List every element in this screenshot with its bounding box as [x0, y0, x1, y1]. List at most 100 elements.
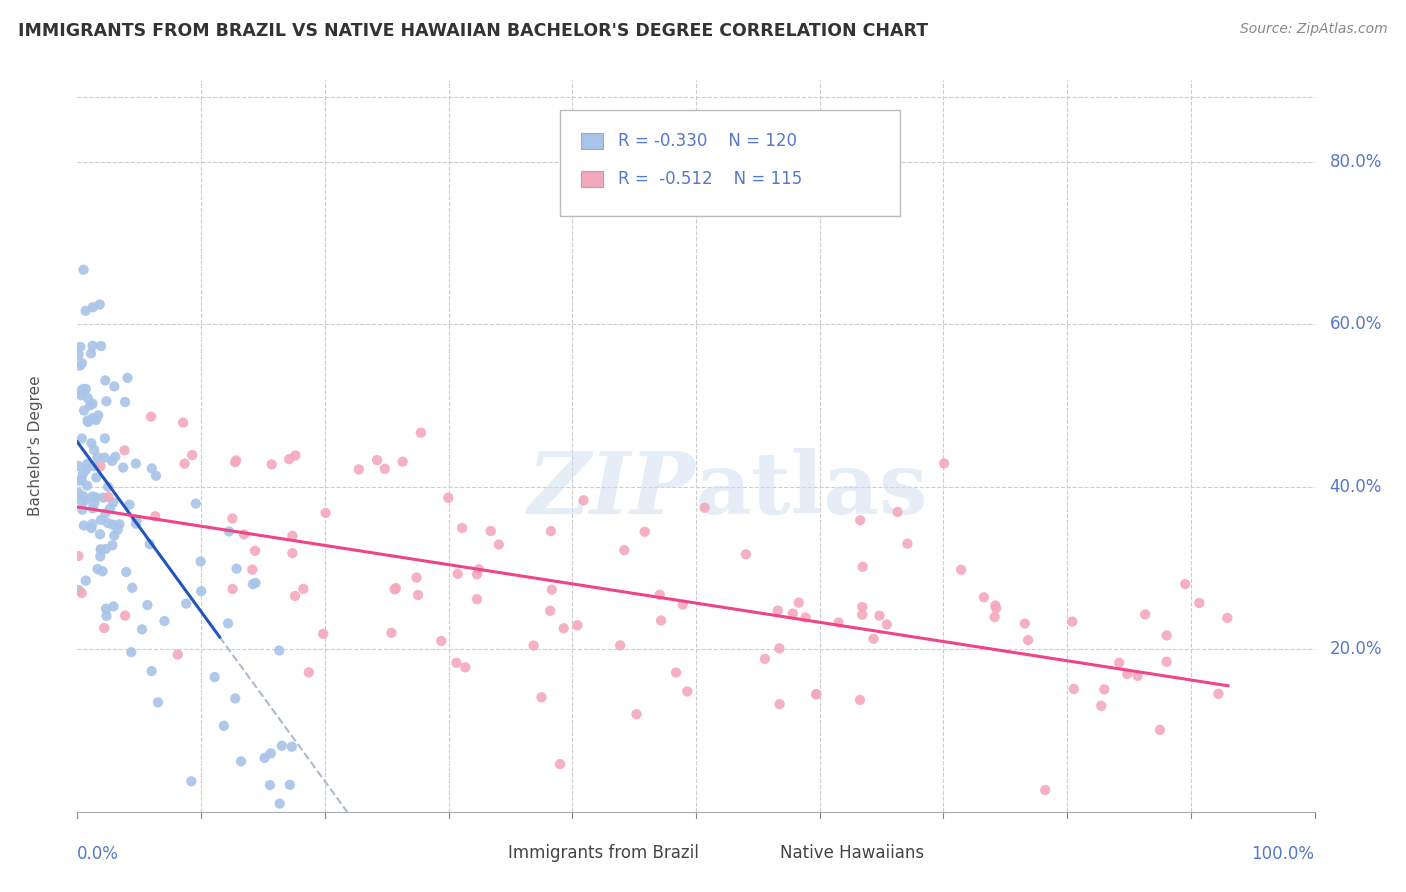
- Point: [125, 457, 148, 471]
- Point: [84, 470, 107, 484]
- Point: [181, 448, 204, 462]
- Point: [1208, 687, 1230, 701]
- Point: [94, 431, 117, 445]
- Point: [754, 652, 776, 666]
- Point: [530, 690, 553, 705]
- Point: [626, 707, 648, 722]
- Point: [94, 506, 117, 520]
- Point: [1149, 723, 1171, 737]
- Point: [391, 455, 413, 469]
- Point: [79, 398, 101, 412]
- Point: [1092, 682, 1115, 697]
- Point: [984, 599, 1007, 613]
- Point: [98, 501, 121, 516]
- Point: [72, 467, 94, 481]
- Point: [447, 566, 470, 581]
- Point: [93, 450, 115, 465]
- Point: [281, 546, 304, 560]
- Point: [1090, 698, 1112, 713]
- Point: [173, 457, 195, 471]
- Point: [84, 413, 107, 427]
- Bar: [474, 845, 501, 861]
- Point: [67, 582, 90, 597]
- Point: [242, 577, 264, 591]
- Point: [804, 687, 827, 701]
- Point: [538, 604, 561, 618]
- Point: [90, 339, 112, 353]
- Point: [72, 489, 94, 503]
- Point: [103, 495, 125, 509]
- Point: [932, 457, 955, 471]
- Point: [75, 303, 97, 318]
- Point: [782, 607, 804, 621]
- Point: [1133, 607, 1156, 622]
- Point: [540, 524, 562, 538]
- Point: [281, 739, 304, 754]
- Point: [224, 691, 246, 706]
- Point: [75, 493, 97, 508]
- Point: [1014, 616, 1036, 631]
- Point: [950, 563, 973, 577]
- Point: [120, 645, 142, 659]
- Point: [143, 509, 166, 524]
- Point: [67, 348, 90, 362]
- Text: Bachelor's Degree: Bachelor's Degree: [28, 376, 42, 516]
- Point: [89, 459, 111, 474]
- Point: [104, 450, 127, 464]
- Point: [86, 450, 108, 465]
- Point: [70, 586, 93, 600]
- Point: [648, 588, 671, 602]
- Point: [108, 517, 131, 532]
- Point: [806, 687, 828, 701]
- Point: [75, 574, 97, 588]
- Point: [89, 527, 111, 541]
- Point: [766, 604, 789, 618]
- Point: [1174, 577, 1197, 591]
- Text: 80.0%: 80.0%: [1330, 153, 1382, 170]
- Point: [139, 537, 162, 551]
- Point: [540, 582, 562, 597]
- Point: [86, 562, 108, 576]
- Point: [141, 461, 163, 475]
- Point: [465, 592, 488, 607]
- Point: [385, 581, 408, 595]
- Bar: [581, 171, 603, 187]
- Point: [240, 563, 263, 577]
- Point: [83, 459, 105, 474]
- Point: [292, 582, 315, 596]
- Text: 40.0%: 40.0%: [1330, 477, 1382, 496]
- Point: [1216, 611, 1239, 625]
- Point: [851, 607, 873, 622]
- Point: [146, 695, 169, 709]
- Point: [174, 597, 197, 611]
- Point: [221, 582, 243, 596]
- Point: [80, 436, 103, 450]
- Point: [278, 452, 301, 467]
- Point: [89, 549, 111, 564]
- Point: [83, 496, 105, 510]
- Point: [94, 373, 117, 387]
- Point: [69, 474, 91, 488]
- Point: [269, 797, 291, 811]
- Point: [96, 608, 118, 623]
- Point: [101, 517, 124, 532]
- Point: [1126, 669, 1149, 683]
- Point: [298, 665, 321, 680]
- Point: [172, 416, 194, 430]
- Point: [488, 537, 510, 551]
- Point: [76, 457, 98, 471]
- Point: [983, 610, 1005, 624]
- Point: [103, 599, 125, 614]
- Point: [218, 524, 240, 539]
- Point: [613, 543, 636, 558]
- Point: [347, 462, 370, 476]
- Point: [827, 615, 849, 630]
- Point: [1063, 681, 1085, 696]
- Point: [672, 598, 695, 612]
- Point: [184, 497, 207, 511]
- Point: [768, 697, 790, 711]
- Point: [270, 739, 292, 753]
- Text: 0.0%: 0.0%: [77, 845, 120, 863]
- Point: [869, 608, 891, 623]
- Text: Source: ZipAtlas.com: Source: ZipAtlas.com: [1240, 22, 1388, 37]
